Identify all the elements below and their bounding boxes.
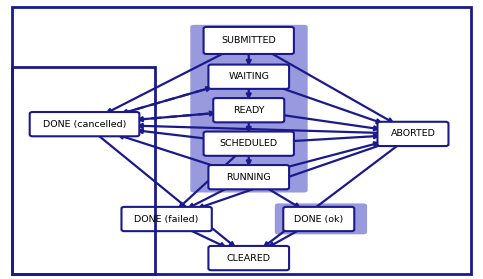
- FancyBboxPatch shape: [204, 27, 294, 54]
- Text: ABORTED: ABORTED: [391, 129, 435, 138]
- FancyBboxPatch shape: [209, 65, 289, 89]
- FancyBboxPatch shape: [275, 203, 367, 234]
- Bar: [12, 67, 155, 274]
- FancyBboxPatch shape: [213, 98, 284, 122]
- FancyBboxPatch shape: [30, 112, 139, 136]
- Text: DONE (cancelled): DONE (cancelled): [43, 120, 126, 129]
- FancyBboxPatch shape: [209, 165, 289, 189]
- Text: DONE (ok): DONE (ok): [294, 215, 343, 223]
- Text: DONE (failed): DONE (failed): [134, 215, 199, 223]
- FancyBboxPatch shape: [204, 132, 294, 156]
- FancyBboxPatch shape: [190, 25, 308, 193]
- Text: CLEARED: CLEARED: [227, 254, 271, 263]
- Text: READY: READY: [233, 106, 265, 115]
- FancyBboxPatch shape: [121, 207, 212, 231]
- FancyBboxPatch shape: [209, 246, 289, 270]
- FancyBboxPatch shape: [378, 122, 449, 146]
- Text: SUBMITTED: SUBMITTED: [221, 36, 276, 45]
- FancyBboxPatch shape: [283, 207, 355, 231]
- Text: RUNNING: RUNNING: [227, 173, 271, 182]
- Text: WAITING: WAITING: [228, 72, 269, 81]
- Text: SCHEDULED: SCHEDULED: [220, 139, 278, 148]
